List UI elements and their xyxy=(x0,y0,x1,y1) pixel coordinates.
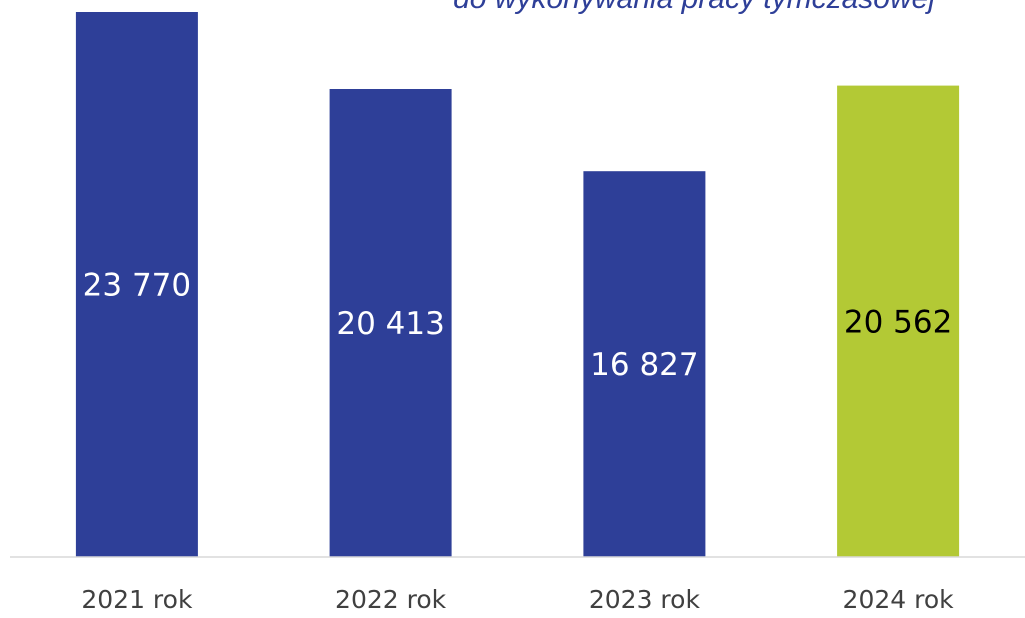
bar-1 xyxy=(75,12,198,557)
bar-value-label-1: 23 770 xyxy=(83,268,191,304)
category-labels-group: 2021 rok 2022 rok 2023 rok 2024 rok xyxy=(81,585,955,614)
bar-value-label-2: 20 413 xyxy=(336,306,444,342)
category-label-2: 2022 rok xyxy=(335,585,447,613)
bars-group: 23 770 20 413 16 827 20 562 xyxy=(75,12,960,557)
category-label-1: 2021 rok xyxy=(81,585,193,613)
bar-4 xyxy=(837,85,960,557)
bar-value-label-3: 16 827 xyxy=(590,347,698,383)
category-label-3: 2023 rok xyxy=(589,585,701,613)
bar-2 xyxy=(329,89,452,557)
category-label-4: 2024 rok xyxy=(843,585,955,613)
bar-value-label-4: 20 562 xyxy=(844,304,952,340)
bar-3 xyxy=(583,171,706,557)
chart-title: do wykonywania pracy tymczasowej xyxy=(453,0,936,15)
